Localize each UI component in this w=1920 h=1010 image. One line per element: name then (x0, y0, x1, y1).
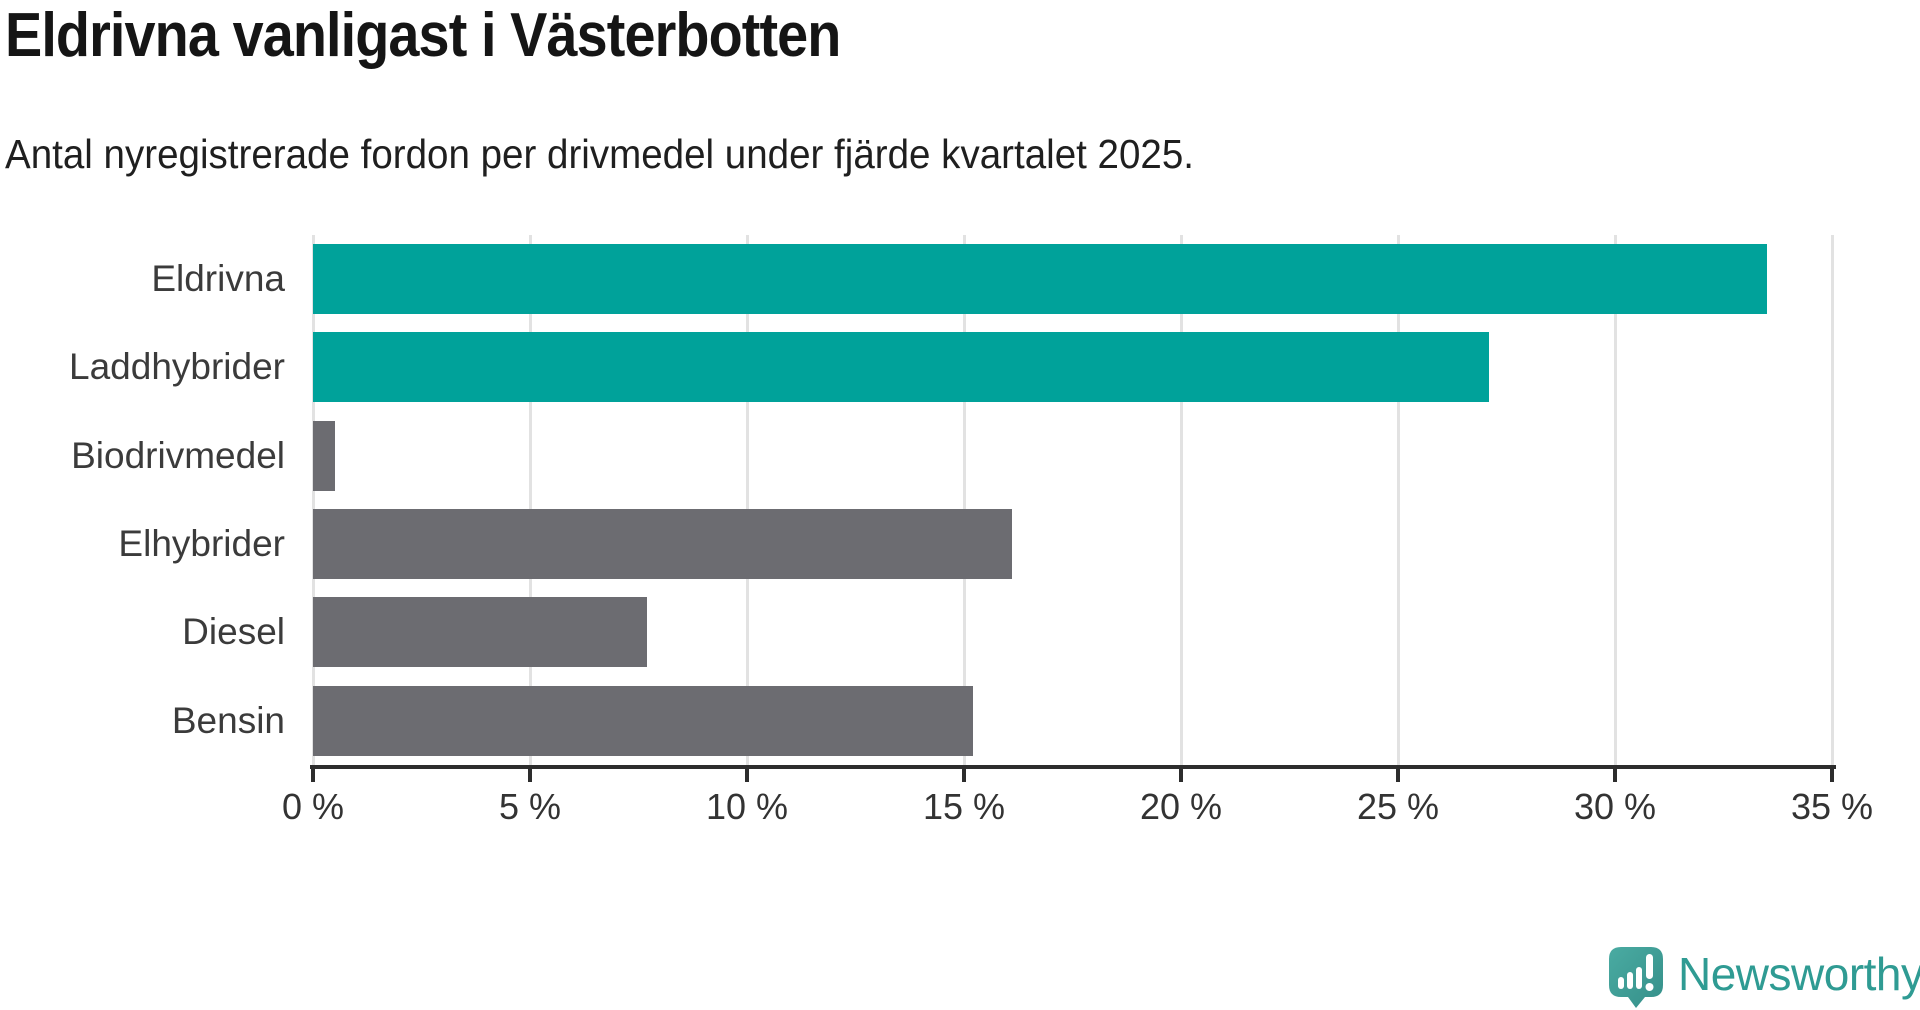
tick-label-5: 5 % (498, 786, 562, 827)
bar-row (313, 412, 1832, 500)
chart-title: Eldrivna vanligast i Västerbotten (5, 1, 841, 70)
tick-label-35: 35 % (1790, 786, 1874, 827)
chart-subtitle: Antal nyregistrerade fordon per drivmede… (5, 131, 1194, 177)
bar-row (313, 500, 1832, 588)
newsworthy-logo-text: Newsworthy (1678, 948, 1920, 1000)
gridline-35 (1831, 235, 1834, 765)
bar-laddhybrider (313, 332, 1490, 403)
gridline-0 (312, 235, 315, 765)
tick-mark-5 (528, 769, 532, 782)
category-label: Biodrivmedel (71, 434, 285, 476)
bar-row (313, 323, 1832, 411)
bar-row (313, 235, 1832, 323)
x-axis-ticks: 0 % 5 % 10 % 15 % 20 % 25 % 30 % 35 % (282, 769, 1873, 829)
gridline-25 (1397, 235, 1400, 765)
x-axis-line (310, 765, 1836, 769)
category-label: Eldrivna (151, 258, 285, 300)
category-label: Diesel (182, 611, 285, 653)
tick-label-0: 0 % (281, 786, 345, 827)
gridline-20 (1180, 235, 1183, 765)
tick-mark-25 (1396, 769, 1400, 782)
bar-diesel (313, 597, 648, 668)
newsworthy-logo: Newsworthy (1608, 946, 1920, 1008)
gridline-30 (1614, 235, 1617, 765)
tick-label-10: 10 % (705, 786, 789, 827)
gridline-15 (963, 235, 966, 765)
tick-mark-35 (1830, 769, 1834, 782)
category-label: Laddhybrider (69, 346, 285, 388)
gridline-10 (746, 235, 749, 765)
category-axis: Eldrivna Laddhybrider Biodrivmedel Elhybrid… (0, 235, 285, 765)
tick-label-15: 15 % (922, 786, 1006, 827)
tick-mark-30 (1613, 769, 1617, 782)
tick-mark-0 (311, 769, 315, 782)
bar-bensin (313, 685, 973, 756)
newsworthy-logo-icon (1609, 946, 1663, 1008)
tick-mark-10 (745, 769, 749, 782)
tick-mark-15 (962, 769, 966, 782)
plot-area (312, 235, 1834, 765)
gridline-5 (529, 235, 532, 765)
tick-mark-20 (1179, 769, 1183, 782)
tick-label-25: 25 % (1356, 786, 1440, 827)
tick-label-20: 20 % (1139, 786, 1223, 827)
bar-elhybrider (313, 509, 1012, 580)
bar-biodrivmedel (313, 420, 335, 491)
bar-row (313, 588, 1832, 676)
bar-row (313, 677, 1832, 765)
category-label: Elhybrider (118, 523, 285, 565)
category-label: Bensin (171, 699, 285, 741)
bar-eldrivna (313, 244, 1767, 315)
tick-label-30: 30 % (1573, 786, 1657, 827)
